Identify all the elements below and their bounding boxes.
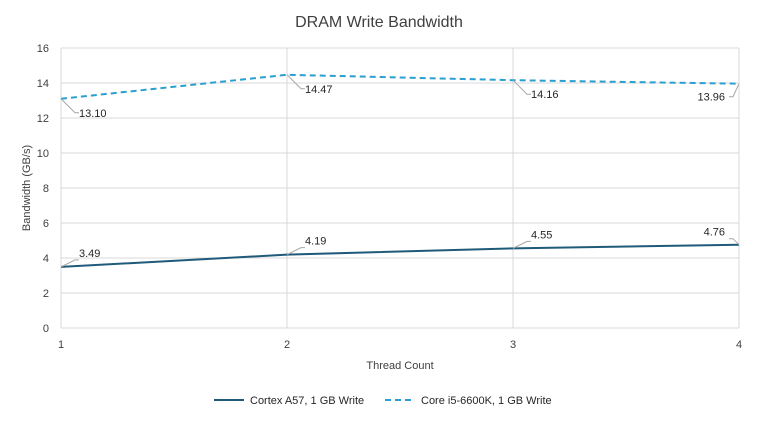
gridlines <box>60 47 740 329</box>
chart-title: DRAM Write Bandwidth <box>295 14 463 31</box>
y-axis-label: Bandwidth (GB/s) <box>21 145 33 231</box>
y-tick-label: 14 <box>37 78 49 90</box>
legend-label: Core i5-6600K, 1 GB Write <box>421 395 552 407</box>
x-tick-label: 1 <box>58 339 64 351</box>
y-tick-label: 10 <box>37 148 49 160</box>
data-label-leader <box>729 83 740 98</box>
data-label-leader <box>286 247 305 256</box>
data-label: 13.96 <box>697 92 725 104</box>
data-label: 4.76 <box>704 227 725 239</box>
series-line-cortex-a57 <box>60 243 740 268</box>
x-tick-label: 2 <box>284 339 290 351</box>
data-label: 4.55 <box>531 229 552 241</box>
y-tick-label: 6 <box>43 218 49 230</box>
data-label: 13.10 <box>79 108 107 120</box>
data-label-leader <box>512 240 531 249</box>
series-line-core-i5 <box>60 73 740 100</box>
data-label-leader <box>286 74 305 90</box>
x-tick-label: 4 <box>736 339 742 351</box>
legend-item-core-i5: Core i5-6600K, 1 GB Write <box>385 395 552 407</box>
x-tick-label: 3 <box>510 339 516 351</box>
data-label-leader <box>60 98 79 114</box>
y-tick-label: 12 <box>37 113 49 125</box>
legend: Cortex A57, 1 GB Write Core i5-6600K, 1 G… <box>214 395 552 407</box>
y-tick-label: 16 <box>37 43 49 55</box>
x-axis-label: Thread Count <box>366 360 433 372</box>
legend-label: Cortex A57, 1 GB Write <box>250 395 364 407</box>
y-tick-label: 0 <box>43 323 49 335</box>
y-tick-label: 8 <box>43 183 49 195</box>
data-label-leader <box>729 238 740 246</box>
data-labels: 3.49 4.19 4.55 4.76 13.10 14.47 14.16 13.96 <box>60 74 740 268</box>
data-label-leader <box>512 79 531 95</box>
y-tick-label: 2 <box>43 288 49 300</box>
data-label: 4.19 <box>305 236 326 248</box>
y-tick-label: 4 <box>43 253 49 265</box>
legend-item-cortex-a57: Cortex A57, 1 GB Write <box>214 395 364 407</box>
data-label: 14.16 <box>531 89 559 101</box>
data-label: 3.49 <box>79 248 100 260</box>
data-label: 14.47 <box>305 84 333 96</box>
data-label-leader <box>60 259 79 268</box>
series-lines <box>60 73 740 268</box>
